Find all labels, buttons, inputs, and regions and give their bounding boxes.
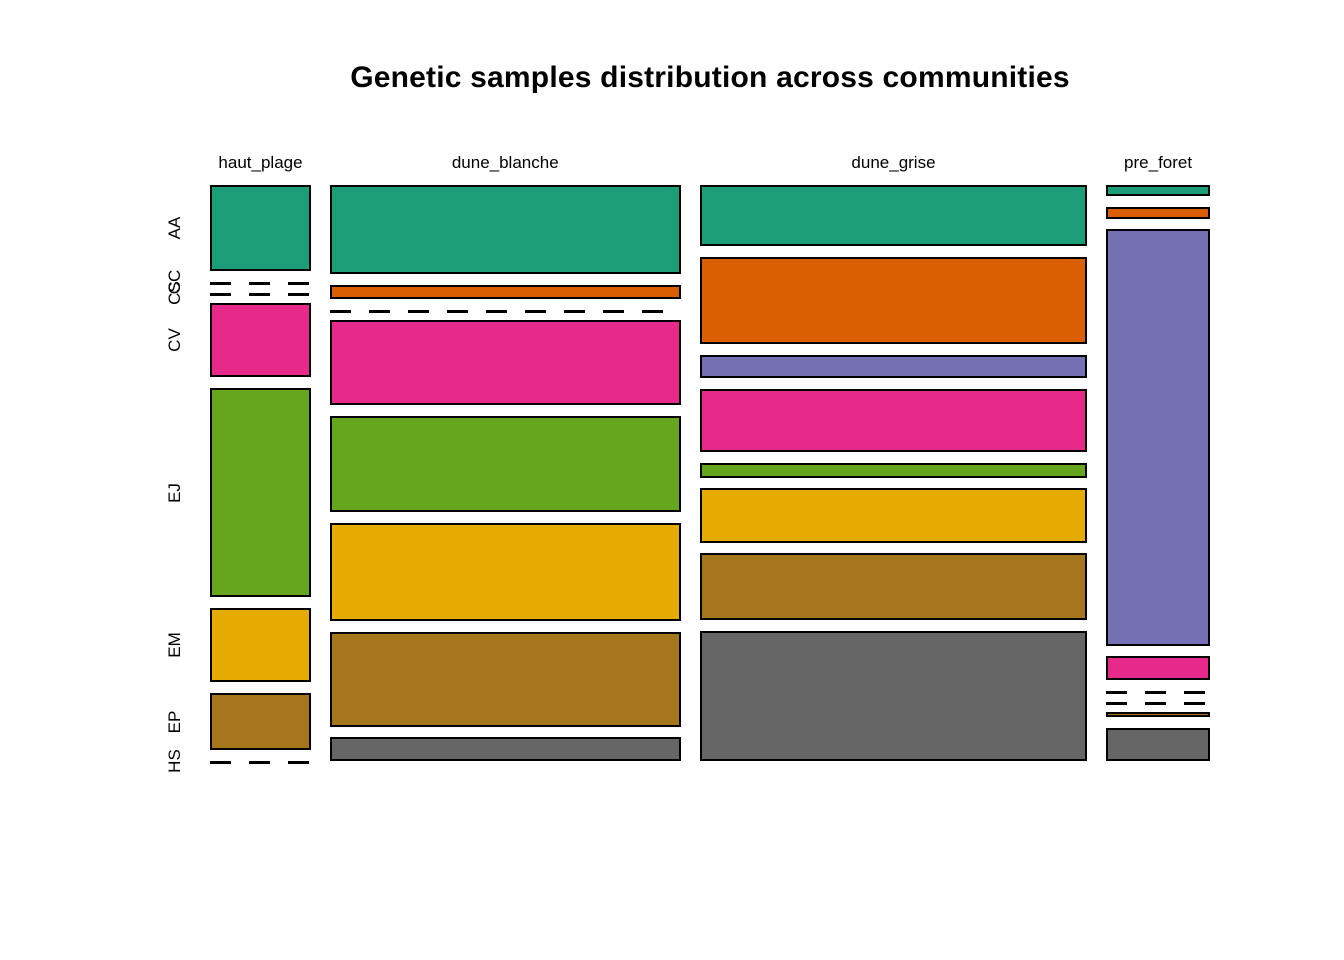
mosaic-cell-pre_foret-CS: [1106, 229, 1210, 646]
row-label-text-CS: CS: [165, 280, 184, 305]
row-label-text-EM: EM: [165, 632, 184, 658]
column-label-pre_foret: pre_foret: [1124, 153, 1193, 172]
mosaic-cell-haut_plage-AA: [210, 185, 311, 272]
row-label-text-EP: EP: [165, 710, 184, 733]
mosaic-cell-dune_blanche-CV: [329, 320, 681, 406]
mosaic-cell-dune_grise-CS: [699, 354, 1088, 379]
mosaic-cell-dune_blanche-HS: [329, 737, 681, 761]
mosaic-cell-dune_blanche-AA: [329, 185, 681, 275]
mosaic-zero-cell-haut_plage-HS: [210, 761, 311, 764]
row-label-text-AA: AA: [165, 216, 184, 240]
mosaic-zero-cell-haut_plage-CS: [210, 292, 311, 296]
mosaic-cell-dune_grise-CV: [699, 388, 1088, 453]
mosaic-zero-cell-pre_foret-EJ: [1106, 691, 1210, 695]
mosaic-cell-haut_plage-EP: [210, 692, 311, 751]
chart-title: Genetic samples distribution across comm…: [350, 61, 1070, 94]
column-label-dune_blanche: dune_blanche: [451, 153, 559, 172]
mosaic-cell-dune_blanche-EJ: [329, 416, 681, 513]
mosaic-cell-dune_grise-EM: [699, 488, 1088, 543]
mosaic-zero-cell-haut_plage-CC: [210, 281, 311, 285]
mosaic-cell-dune_grise-EP: [699, 553, 1088, 620]
column-label-haut_plage: haut_plage: [218, 153, 303, 172]
mosaic-zero-cell-pre_foret-EM: [1106, 701, 1210, 705]
mosaic-zero-cell-dune_blanche-CS: [329, 309, 681, 313]
mosaic-cell-dune_grise-HS: [699, 630, 1088, 761]
mosaic-cell-dune_blanche-EP: [329, 631, 681, 727]
row-label-text-HS: HS: [165, 749, 184, 773]
row-label-text-CV: CV: [165, 328, 184, 353]
mosaic-cell-pre_foret-HS: [1106, 727, 1210, 761]
mosaic-cell-dune_grise-AA: [699, 185, 1088, 247]
mosaic-cell-dune_grise-CC: [699, 256, 1088, 345]
mosaic-cell-pre_foret-CC: [1106, 206, 1210, 219]
mosaic-cell-dune_blanche-EM: [329, 523, 681, 622]
mosaic-cell-pre_foret-CV: [1106, 656, 1210, 681]
mosaic-cell-haut_plage-EJ: [210, 387, 311, 598]
mosaic-cell-haut_plage-EM: [210, 607, 311, 683]
mosaic-cell-haut_plage-CV: [210, 303, 311, 378]
mosaic-cell-dune_blanche-CC: [329, 284, 681, 299]
column-label-dune_grise: dune_grise: [851, 153, 936, 172]
mosaic-cell-pre_foret-AA: [1106, 185, 1210, 197]
mosaic-cell-pre_foret-EP: [1106, 712, 1210, 718]
row-label-text-EJ: EJ: [165, 482, 184, 503]
mosaic-cell-dune_grise-EJ: [699, 462, 1088, 478]
